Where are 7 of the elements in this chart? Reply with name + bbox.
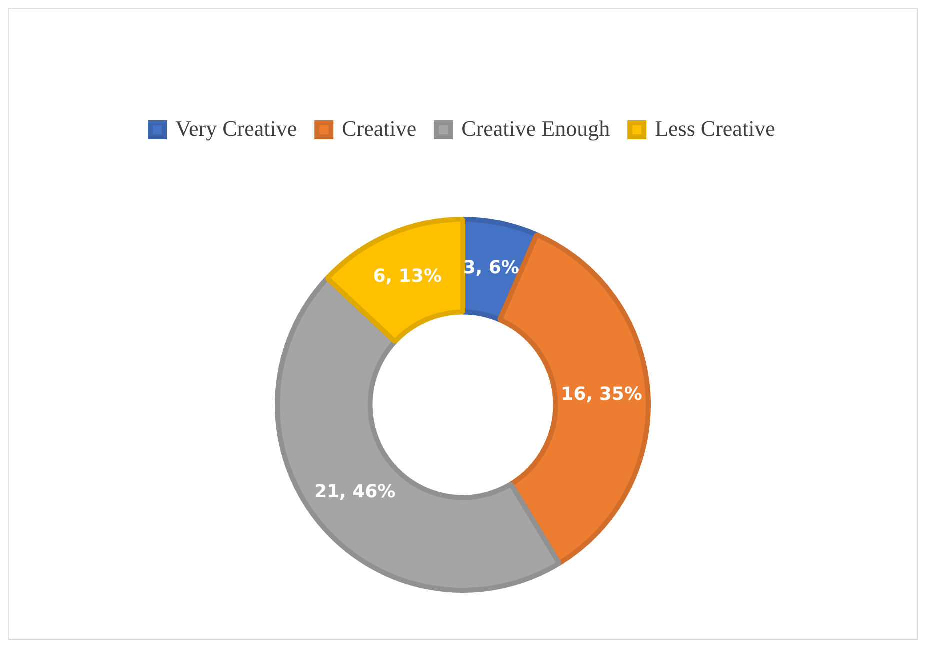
legend-label: Less Creative	[655, 116, 776, 141]
data-label: 21, 46%	[314, 481, 396, 502]
data-label: 6, 13%	[373, 266, 442, 288]
legend-label: Creative	[342, 116, 417, 141]
data-label: 16, 35%	[561, 384, 642, 406]
legend-label: Creative Enough	[462, 116, 610, 141]
legend-label: Very Creative	[176, 116, 298, 141]
